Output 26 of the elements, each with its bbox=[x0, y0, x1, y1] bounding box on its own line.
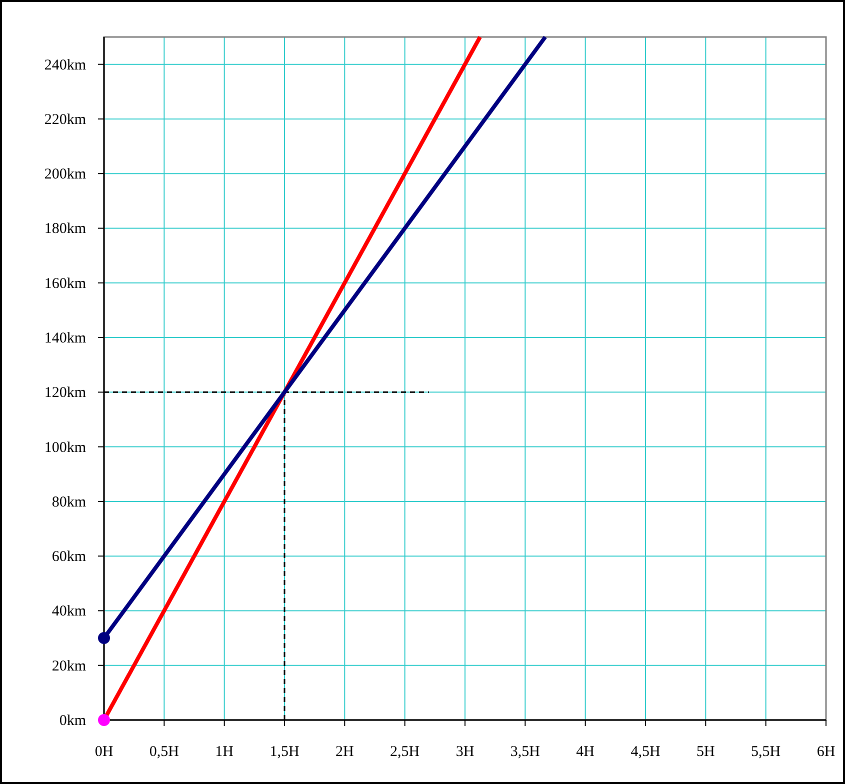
x-tick-label: 3,5H bbox=[510, 744, 540, 760]
x-tick-label: 2,5H bbox=[390, 744, 420, 760]
x-tick-label: 0H bbox=[94, 744, 114, 760]
y-tick-label: 20km bbox=[52, 658, 86, 674]
y-tick-label: 100km bbox=[44, 440, 86, 456]
y-tick-label: 220km bbox=[44, 112, 86, 128]
x-tick-label: 4,5H bbox=[630, 744, 660, 760]
y-tick-label: 240km bbox=[44, 57, 86, 74]
x-tick-label: 4H bbox=[576, 744, 595, 760]
y-tick-label: 200km bbox=[44, 166, 86, 183]
x-tick-label: 6H bbox=[816, 744, 836, 760]
y-tick-label: 40km bbox=[52, 604, 86, 620]
x-tick-label: 1H bbox=[215, 744, 234, 760]
y-tick-label: 120km bbox=[44, 385, 86, 402]
x-tick-label: 1,5H bbox=[270, 744, 300, 760]
x-tick-label: 0,5H bbox=[149, 744, 180, 760]
y-tick-label: 60km bbox=[52, 549, 86, 566]
y-tick-label: 80km bbox=[52, 494, 86, 510]
x-tick-label: 2H bbox=[335, 744, 354, 760]
y-tick-label: 160km bbox=[44, 276, 86, 292]
y-tick-label: 180km bbox=[44, 221, 86, 238]
x-tick-label: 5H bbox=[696, 744, 715, 760]
y-tick-label: 140km bbox=[44, 330, 86, 347]
y-tick-label: 0km bbox=[59, 713, 86, 729]
x-tick-label: 5,5H bbox=[751, 744, 781, 760]
x-tick-label: 3H bbox=[456, 744, 474, 760]
